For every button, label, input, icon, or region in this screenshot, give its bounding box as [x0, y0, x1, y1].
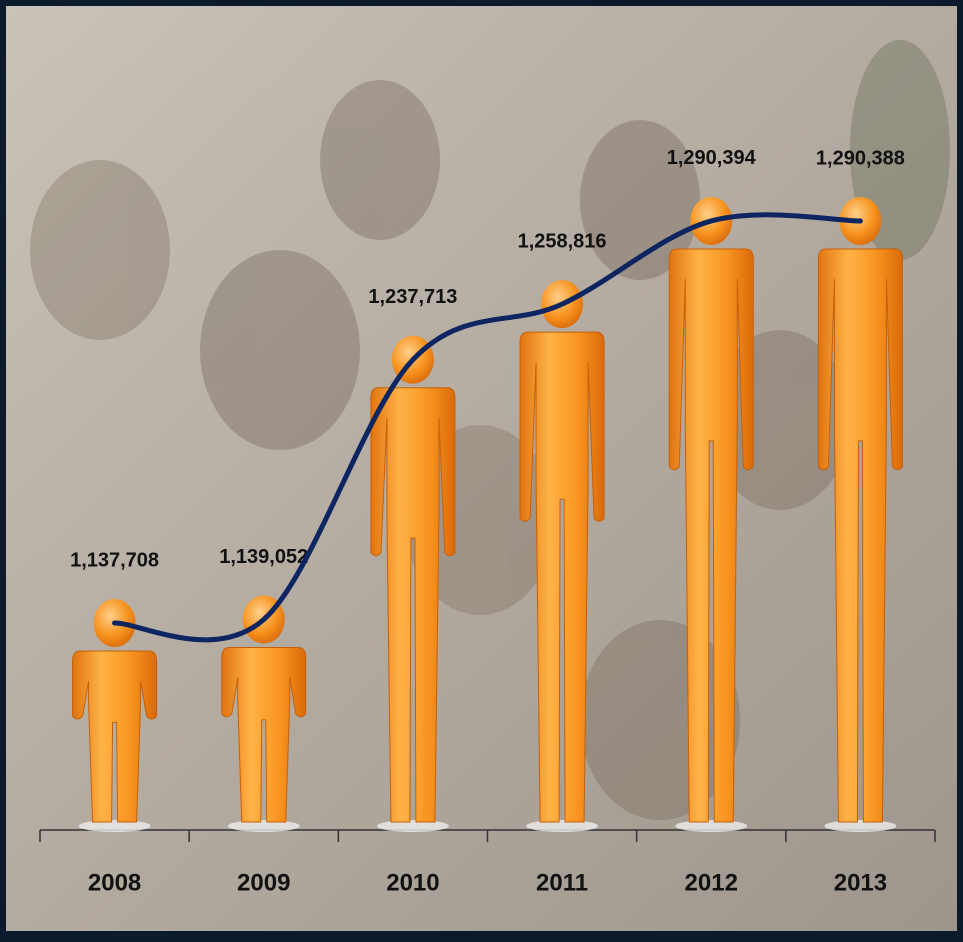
- data-label: 1,290,388: [816, 147, 905, 169]
- figure-shadow: [376, 820, 449, 832]
- figure-body: [221, 646, 307, 823]
- x-tick-label: 2011: [536, 869, 588, 896]
- figure-shadow: [78, 820, 151, 832]
- data-label: 1,237,713: [368, 286, 457, 308]
- x-tick-label: 2009: [237, 869, 290, 896]
- person-figure: [668, 196, 754, 832]
- figure-body: [519, 331, 605, 823]
- trend-line: [112, 212, 863, 643]
- figure-shadow: [227, 820, 300, 832]
- data-label: 1,290,394: [667, 147, 757, 169]
- figure-shadow: [675, 820, 748, 832]
- figure-body: [370, 387, 456, 823]
- x-tick-label: 2008: [88, 869, 141, 896]
- x-tick-label: 2012: [685, 869, 738, 896]
- x-tick-label: 2013: [834, 869, 887, 896]
- data-label: 1,137,708: [70, 549, 159, 571]
- figure-shadow: [526, 820, 599, 832]
- figure-shadow: [824, 820, 897, 832]
- figure-body: [72, 650, 158, 823]
- data-label: 1,139,052: [219, 546, 308, 568]
- data-label: 1,258,816: [518, 230, 607, 252]
- x-tick-label: 2010: [386, 869, 439, 896]
- background: [6, 6, 957, 931]
- figure-body: [817, 248, 903, 823]
- figure-body: [668, 248, 754, 823]
